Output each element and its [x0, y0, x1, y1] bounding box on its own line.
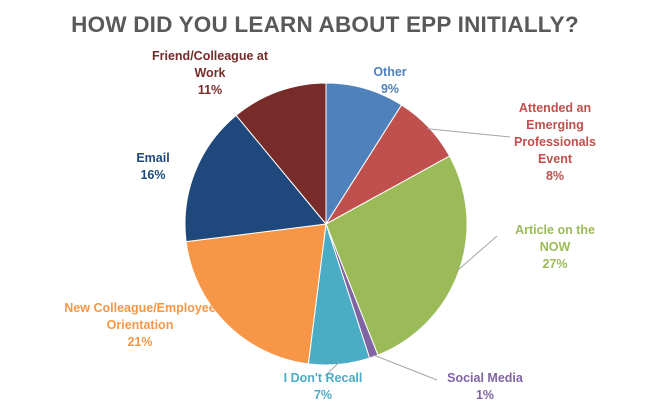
- slice-value-text: 21%: [127, 335, 153, 349]
- pie-slice-article-on-the-now: [325, 155, 468, 356]
- leader-line: [456, 235, 498, 272]
- chart-title: HOW DID YOU LEARN ABOUT EPP INITIALLY?: [71, 12, 579, 37]
- data-label-article: Article on the NOW 27%: [495, 222, 615, 273]
- slice-label-text: Other: [373, 65, 407, 79]
- data-label-email: Email 16%: [118, 150, 188, 184]
- slice-label-text: Friend/Colleague at Work: [152, 49, 268, 80]
- leader-line: [372, 354, 438, 381]
- slice-value-text: 9%: [380, 82, 400, 96]
- data-label-emerging-professionals: Attended an Emerging Professionals Event…: [500, 100, 610, 185]
- slice-label-text: Article on the NOW: [515, 223, 595, 254]
- data-label-dont-recall: I Don't Recall 7%: [268, 370, 378, 404]
- data-label-new-colleague: New Colleague/Employee Orientation 21%: [60, 300, 220, 351]
- pie-slice-new-colleague-employee-orientation: [185, 223, 327, 365]
- slice-label-text: I Don't Recall: [283, 371, 363, 385]
- pie-slice-email: [184, 114, 327, 243]
- slice-value-text: 27%: [542, 257, 568, 271]
- data-label-friend-colleague: Friend/Colleague at Work 11%: [140, 48, 280, 99]
- slice-label-text: Social Media: [447, 371, 523, 385]
- slice-value-text: 16%: [140, 168, 166, 182]
- pie-slice-friend-colleague-at-work: [235, 82, 327, 226]
- slice-label-text: Email: [136, 151, 170, 165]
- pie-slice-other: [325, 82, 403, 226]
- slice-label-text: Attended an Emerging Professionals Event: [514, 101, 596, 166]
- slice-label-text: New Colleague/Employee Orientation: [64, 301, 216, 332]
- slice-value-text: 1%: [475, 388, 495, 402]
- slice-value-text: 7%: [313, 388, 333, 402]
- slice-value-text: 8%: [545, 169, 565, 183]
- data-label-other: Other 9%: [350, 64, 430, 98]
- data-label-social-media: Social Media 1%: [430, 370, 540, 404]
- leader-line: [427, 128, 511, 138]
- leader-line: [324, 362, 340, 377]
- slice-value-text: 11%: [197, 83, 223, 97]
